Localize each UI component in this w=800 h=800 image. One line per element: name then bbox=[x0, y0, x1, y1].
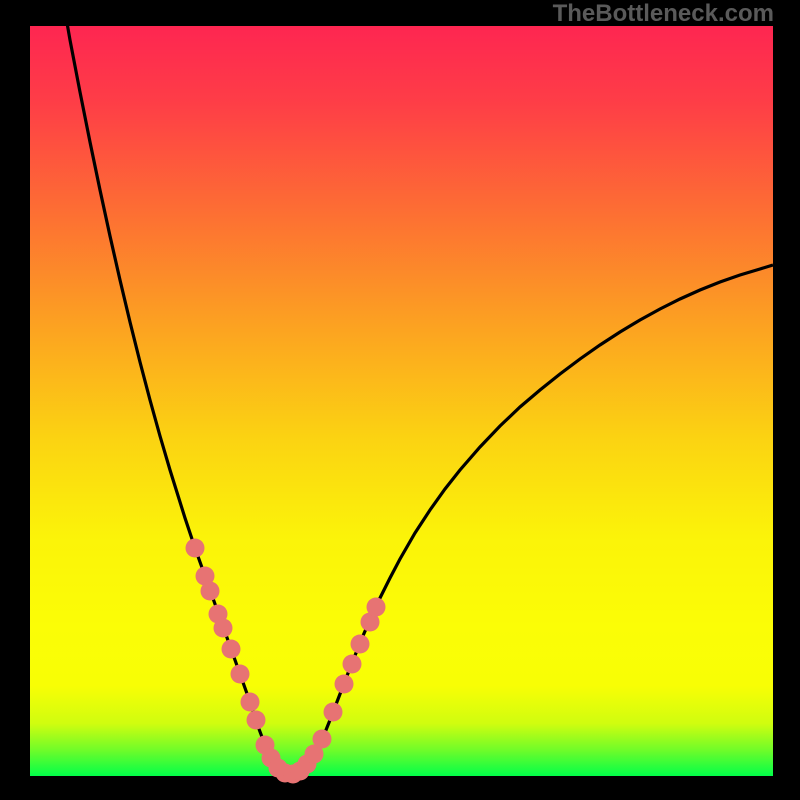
watermark-text: TheBottleneck.com bbox=[553, 0, 774, 28]
data-marker bbox=[186, 539, 205, 558]
data-marker bbox=[343, 655, 362, 674]
chart-svg bbox=[0, 0, 800, 800]
data-marker bbox=[222, 640, 241, 659]
data-marker bbox=[367, 598, 386, 617]
data-marker bbox=[335, 675, 354, 694]
data-marker bbox=[231, 665, 250, 684]
data-marker bbox=[324, 703, 343, 722]
data-marker bbox=[201, 582, 220, 601]
chart-container: TheBottleneck.com bbox=[0, 0, 800, 800]
data-marker bbox=[241, 693, 260, 712]
data-marker bbox=[313, 730, 332, 749]
data-marker bbox=[247, 711, 266, 730]
data-marker bbox=[214, 619, 233, 638]
plot-background bbox=[30, 26, 773, 776]
data-marker bbox=[351, 635, 370, 654]
